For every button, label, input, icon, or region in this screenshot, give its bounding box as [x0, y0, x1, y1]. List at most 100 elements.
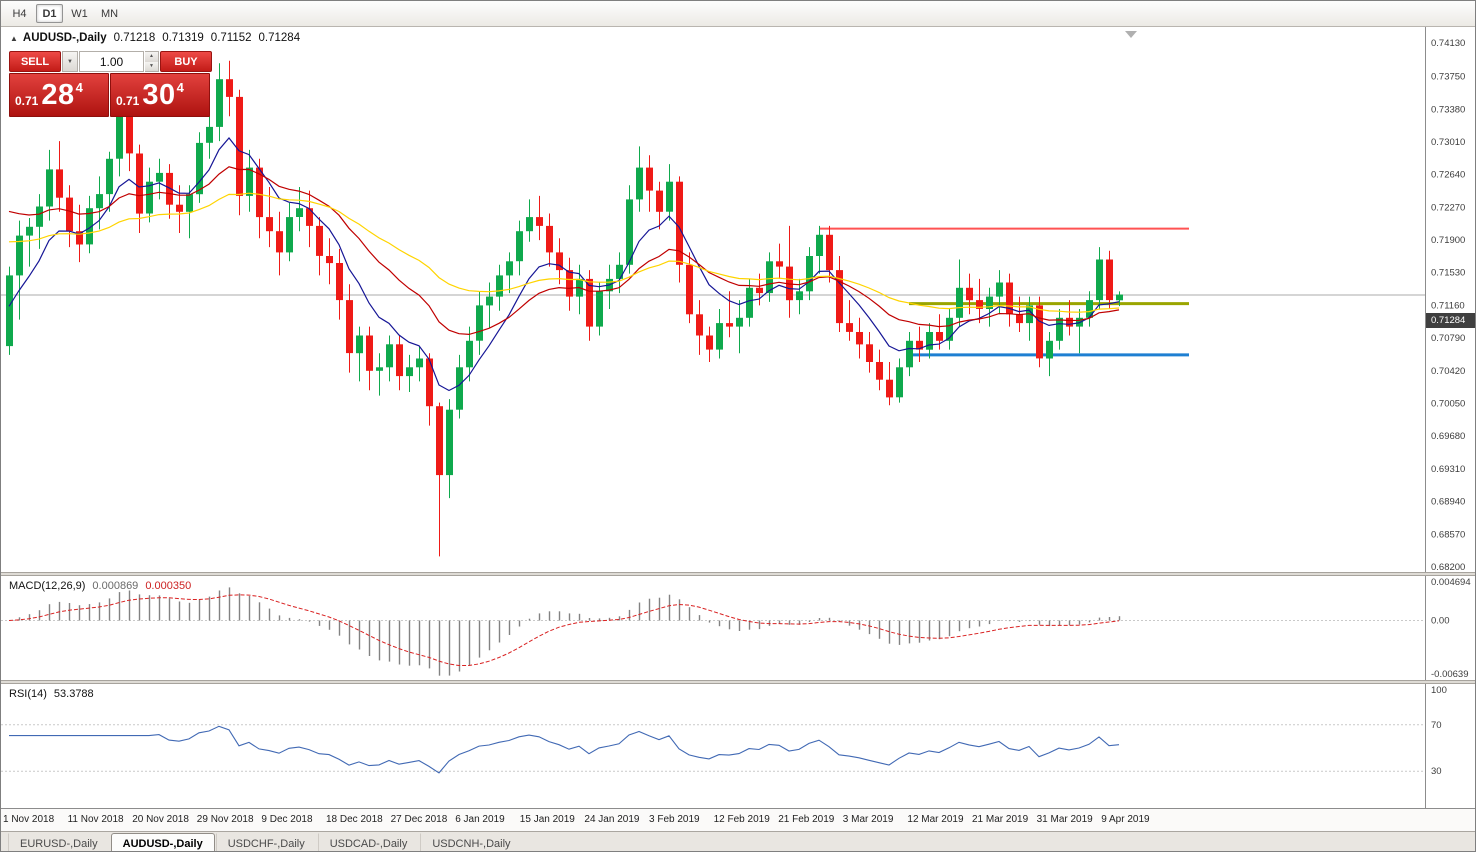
chart-shift-marker[interactable]: [1125, 31, 1137, 38]
scale-tick-label: 0.71900: [1431, 235, 1465, 246]
timeframe-button-mn[interactable]: MN: [96, 4, 123, 23]
date-axis[interactable]: 1 Nov 2018 11 Nov 2018 20 Nov 2018 29 Nov 2…: [1, 808, 1475, 831]
date-axis-label: 18 Dec 2018: [326, 814, 383, 825]
one-click-trading-panel: SELL ▼ ▲▼ BUY 0.71 28 4 0.71 30 4: [9, 51, 212, 117]
moving-average-40[interactable]: [8, 192, 1120, 313]
date-axis-label: 12 Feb 2019: [713, 814, 770, 825]
date-axis-label: 12 Mar 2019: [907, 814, 964, 825]
ask-pips: 30: [142, 78, 176, 111]
date-axis-label: 15 Jan 2019: [519, 814, 575, 825]
rsi-value: 53.3788: [53, 688, 94, 700]
macd-canvas[interactable]: 0.004694 0.00 -0.00639: [1, 576, 1476, 680]
timeframe-toolbar: H4 D1 W1 MN: [1, 1, 1475, 27]
volume-dropdown-icon[interactable]: ▼: [62, 51, 78, 72]
date-axis-label: 3 Mar 2019: [842, 814, 894, 825]
scale-tick-label: 70: [1431, 720, 1442, 731]
price-chart-panel[interactable]: 0.74130 0.73750 0.73380 0.73010 0.72640 0.722…: [1, 27, 1476, 572]
current-price-badge: 0.71284: [1426, 313, 1475, 329]
bid-quote-button[interactable]: 0.71 28 4: [9, 73, 109, 117]
bid-pips: 28: [41, 78, 75, 111]
rsi-label: RSI(14) 53.3788: [9, 688, 94, 700]
scale-tick-label: 0.00: [1431, 616, 1450, 627]
date-axis-label: 1 Nov 2018: [3, 814, 55, 825]
scale-tick-label: 0.71160: [1431, 300, 1465, 311]
macd-label: MACD(12,26,9) 0.000869 0.000350: [9, 580, 191, 592]
moving-average-20[interactable]: [8, 166, 1120, 336]
chart-tab-eurusd[interactable]: EURUSD-,Daily: [8, 833, 110, 851]
scale-tick-label: 0.73010: [1431, 137, 1465, 148]
date-axis-label: 11 Nov 2018: [67, 814, 124, 825]
date-axis-label: 9 Apr 2019: [1101, 814, 1150, 825]
chart-tab-bar: EURUSD-,Daily AUDUSD-,Daily USDCHF-,Daily U…: [1, 831, 1475, 851]
ohlc-close: 0.71284: [258, 32, 301, 44]
scale-tick-label: 0.68200: [1431, 562, 1465, 572]
date-axis-label: 21 Mar 2019: [972, 814, 1029, 825]
rsi-name: RSI(14): [9, 688, 47, 700]
rsi-canvas[interactable]: 100 70 30: [1, 684, 1476, 808]
panel-divider[interactable]: [1, 680, 1475, 684]
scale-tick-label: 0.70050: [1431, 399, 1465, 410]
timeframe-button-w1[interactable]: W1: [66, 4, 93, 23]
date-axis-label: 3 Feb 2019: [649, 814, 700, 825]
scale-tick-label: 30: [1431, 766, 1442, 777]
scale-tick-label: 0.72640: [1431, 170, 1465, 181]
ohlc-open: 0.71218: [113, 32, 156, 44]
volume-spinner[interactable]: ▲ ▼: [145, 51, 159, 72]
trade-controls-row: SELL ▼ ▲▼ BUY: [9, 51, 212, 72]
price-chart-canvas[interactable]: 0.74130 0.73750 0.73380 0.73010 0.72640 0.722…: [1, 27, 1476, 572]
chart-tab-audusd[interactable]: AUDUSD-,Daily: [110, 833, 215, 851]
scale-tick-label: 0.71530: [1431, 268, 1465, 279]
bid-pipette: 4: [75, 80, 83, 95]
scale-tick-label: -0.00639: [1431, 669, 1469, 680]
scale-tick-label: 0.74130: [1431, 38, 1465, 49]
one-click-panel-toggle-icon[interactable]: ▲: [10, 33, 18, 43]
date-axis-label: 21 Feb 2019: [778, 814, 835, 825]
sell-button[interactable]: SELL: [9, 51, 61, 72]
macd-signal-value: 0.000350: [145, 580, 192, 592]
buy-button[interactable]: BUY: [160, 51, 212, 72]
date-axis-label: 9 Dec 2018: [261, 814, 313, 825]
bid-big-figure: 0.71: [15, 94, 39, 108]
spinner-up-icon[interactable]: ▲: [145, 52, 158, 62]
ohlc-low: 0.71152: [210, 32, 252, 44]
scale-tick-label: 0.73750: [1431, 72, 1465, 83]
scale-tick-label: 0.68940: [1431, 497, 1465, 508]
volume-input[interactable]: [79, 51, 144, 72]
timeframe-button-h4[interactable]: H4: [6, 4, 33, 23]
scale-tick-label: 0.69680: [1431, 431, 1465, 442]
chart-symbol-label: AUDUSD-,Daily: [22, 32, 107, 44]
scale-tick-label: 0.69310: [1431, 464, 1465, 475]
timeframe-button-d1[interactable]: D1: [36, 4, 63, 23]
price-scale[interactable]: 0.74130 0.73750 0.73380 0.73010 0.72640 0.722…: [1431, 38, 1465, 572]
chart-title: ▲ AUDUSD-,Daily 0.71218 0.71319 0.71152 …: [10, 32, 300, 44]
rsi-line: [9, 725, 1120, 774]
ask-pipette: 4: [176, 80, 184, 95]
rsi-indicator-panel[interactable]: 100 70 30 RSI(14) 53.3788: [1, 684, 1476, 808]
scale-tick-label: 0.004694: [1431, 577, 1471, 588]
scale-tick-label: 0.73380: [1431, 104, 1465, 115]
date-axis-label: 29 Nov 2018: [196, 814, 254, 825]
scale-tick-label: 100: [1431, 685, 1447, 696]
trend-hlines[interactable]: [819, 227, 1189, 357]
quote-row: 0.71 28 4 0.71 30 4: [9, 73, 212, 117]
macd-main-value: 0.000869: [92, 580, 139, 592]
spinner-down-icon[interactable]: ▼: [145, 61, 158, 71]
chart-tab-usdcad[interactable]: USDCAD-,Daily: [317, 833, 420, 851]
chart-tab-usdcnh[interactable]: USDCNH-,Daily: [420, 833, 522, 851]
scale-tick-label: 0.70420: [1431, 366, 1465, 377]
date-axis-label: 6 Jan 2019: [455, 814, 505, 825]
chart-tab-usdchf[interactable]: USDCHF-,Daily: [215, 833, 317, 851]
ask-quote-button[interactable]: 0.71 30 4: [110, 73, 210, 117]
panel-divider[interactable]: [1, 572, 1475, 576]
date-axis-label: 31 Mar 2019: [1036, 814, 1093, 825]
macd-name: MACD(12,26,9): [9, 580, 86, 592]
macd-indicator-panel[interactable]: 0.004694 0.00 -0.00639 MACD(12,26,9) 0.000…: [1, 576, 1476, 680]
date-axis-label: 20 Nov 2018: [132, 814, 189, 825]
moving-average-8[interactable]: [8, 137, 1120, 392]
scale-tick-label: 0.70790: [1431, 333, 1465, 344]
date-axis-label: 27 Dec 2018: [390, 814, 448, 825]
macd-histogram: [18, 587, 1121, 676]
ohlc-high: 0.71319: [162, 32, 204, 44]
date-axis-label: 24 Jan 2019: [584, 814, 640, 825]
